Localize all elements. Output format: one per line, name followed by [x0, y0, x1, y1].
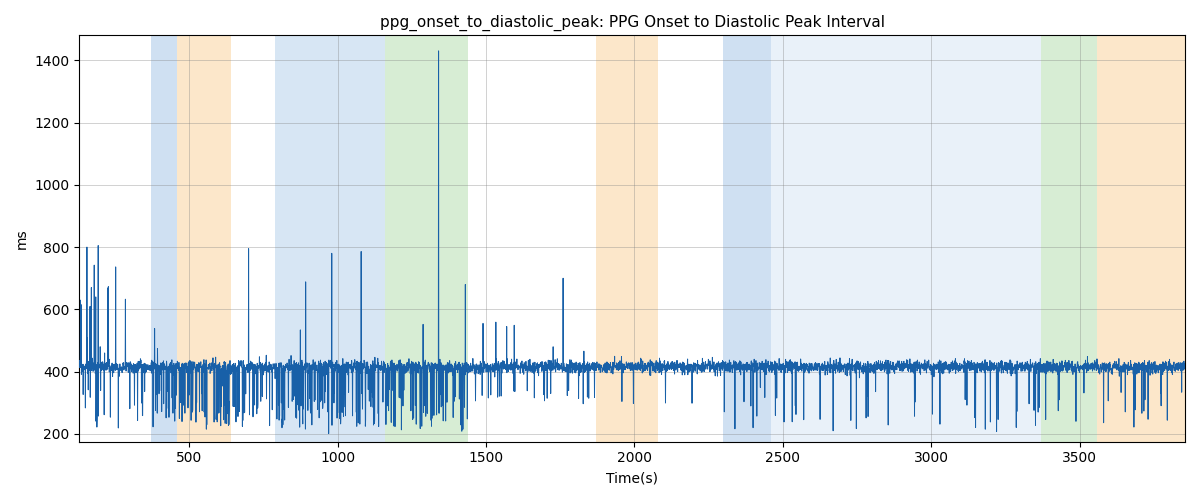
Bar — [860, 36, 937, 442]
X-axis label: Time(s): Time(s) — [606, 471, 659, 485]
Bar — [151, 36, 178, 442]
Bar — [724, 36, 770, 442]
Bar — [325, 36, 385, 442]
Bar — [385, 36, 468, 442]
Bar — [596, 36, 658, 442]
Bar — [275, 36, 325, 442]
Y-axis label: ms: ms — [14, 228, 29, 249]
Bar — [770, 36, 860, 442]
Title: ppg_onset_to_diastolic_peak: PPG Onset to Diastolic Peak Interval: ppg_onset_to_diastolic_peak: PPG Onset t… — [379, 15, 884, 31]
Bar — [1098, 36, 1184, 442]
Bar — [178, 36, 230, 442]
Bar — [937, 36, 1042, 442]
Bar — [1042, 36, 1098, 442]
